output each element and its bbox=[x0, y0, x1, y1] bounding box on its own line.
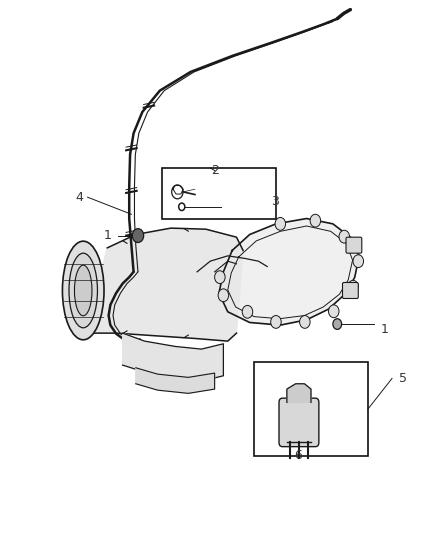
Circle shape bbox=[339, 230, 350, 243]
Circle shape bbox=[271, 316, 281, 328]
FancyBboxPatch shape bbox=[346, 237, 362, 253]
Circle shape bbox=[242, 305, 253, 318]
Text: 1: 1 bbox=[104, 229, 112, 242]
Circle shape bbox=[333, 319, 342, 329]
Circle shape bbox=[172, 185, 183, 199]
Text: 4: 4 bbox=[75, 191, 83, 204]
Bar bbox=[162, 168, 276, 219]
FancyBboxPatch shape bbox=[343, 282, 358, 298]
Text: 5: 5 bbox=[399, 372, 406, 385]
Circle shape bbox=[275, 217, 286, 230]
Circle shape bbox=[348, 280, 358, 293]
Ellipse shape bbox=[69, 253, 97, 328]
Bar bbox=[254, 362, 368, 456]
Text: 3: 3 bbox=[272, 195, 279, 208]
Circle shape bbox=[310, 214, 321, 227]
Circle shape bbox=[353, 255, 364, 268]
Circle shape bbox=[300, 316, 310, 328]
Circle shape bbox=[328, 305, 339, 318]
Circle shape bbox=[215, 271, 225, 284]
Ellipse shape bbox=[74, 265, 92, 316]
Polygon shape bbox=[173, 185, 183, 194]
Polygon shape bbox=[85, 228, 243, 341]
Ellipse shape bbox=[62, 241, 104, 340]
Polygon shape bbox=[123, 333, 223, 381]
Circle shape bbox=[132, 229, 144, 243]
Circle shape bbox=[218, 289, 229, 302]
Text: 6: 6 bbox=[294, 449, 302, 462]
Polygon shape bbox=[287, 384, 311, 402]
Polygon shape bbox=[136, 368, 215, 393]
FancyBboxPatch shape bbox=[279, 398, 319, 447]
Circle shape bbox=[179, 203, 185, 211]
Text: 2: 2 bbox=[211, 164, 219, 177]
Polygon shape bbox=[219, 219, 359, 325]
Text: 1: 1 bbox=[381, 323, 389, 336]
